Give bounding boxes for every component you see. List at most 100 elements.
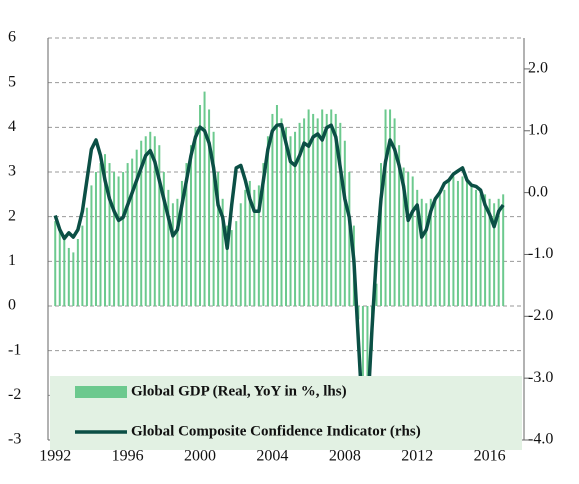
y-tick-label: 3	[8, 163, 16, 180]
bar	[343, 140, 346, 306]
y-tick-label: -3	[8, 431, 21, 448]
bar	[479, 194, 482, 306]
bar	[307, 109, 310, 306]
y-tick-label: 1	[8, 252, 16, 269]
bar	[294, 131, 297, 306]
bar	[402, 167, 405, 306]
bar	[253, 189, 256, 306]
bar	[389, 109, 392, 306]
x-tick-label: 1996	[112, 448, 144, 465]
bar	[244, 189, 247, 306]
y-tick-label: -1	[8, 341, 21, 358]
bar	[425, 203, 428, 306]
bar	[398, 145, 401, 306]
bar	[465, 180, 468, 306]
bar	[416, 189, 419, 306]
bar	[452, 176, 455, 306]
bar	[407, 172, 410, 306]
bar	[113, 172, 116, 306]
bar	[99, 163, 102, 306]
bar	[384, 109, 387, 306]
bar	[167, 189, 170, 306]
bar	[239, 203, 242, 306]
y2-tick-label: -2.0	[528, 307, 553, 324]
bar	[162, 172, 165, 306]
bar	[208, 109, 211, 306]
bar	[493, 203, 496, 306]
bar	[447, 180, 450, 306]
bar	[461, 176, 464, 306]
bar	[67, 247, 70, 306]
x-tick-label: 2000	[184, 448, 216, 465]
bar	[298, 122, 301, 306]
bar	[380, 163, 383, 306]
bar	[334, 113, 337, 306]
bar	[484, 194, 487, 306]
bar	[316, 118, 319, 307]
bar	[54, 221, 57, 306]
legend	[50, 376, 522, 450]
bar	[94, 172, 97, 306]
y-tick-label: 4	[8, 118, 16, 135]
y-tick-label: 2	[8, 207, 16, 224]
bar	[361, 306, 364, 391]
bar	[158, 145, 161, 306]
bar	[104, 154, 107, 306]
bar	[475, 189, 478, 306]
x-tick-label: 2016	[474, 448, 506, 465]
bar	[339, 122, 342, 306]
y2-tick-label: -1.0	[528, 245, 553, 262]
bar	[76, 239, 79, 306]
bar	[470, 185, 473, 306]
y2-tick-label: 2.0	[528, 60, 548, 77]
bar	[189, 145, 192, 306]
bar	[285, 127, 287, 306]
bar	[325, 113, 328, 306]
bar	[330, 109, 333, 306]
bar	[135, 149, 138, 306]
bar	[488, 198, 491, 306]
bar	[312, 113, 315, 306]
bar	[81, 225, 84, 306]
bar	[221, 198, 224, 306]
bar	[375, 283, 378, 306]
line	[53, 122, 505, 424]
legend-label: Global GDP (Real, YoY in %, lhs)	[131, 383, 347, 399]
bar	[117, 176, 120, 306]
bar	[271, 113, 274, 306]
bar	[321, 109, 324, 306]
bar	[411, 176, 414, 306]
bar	[443, 189, 446, 306]
x-tick-label: 2004	[256, 448, 288, 465]
bar	[429, 198, 432, 306]
x-tick-label: 1992	[39, 448, 71, 465]
bar	[171, 203, 174, 306]
y2-tick-label: -3.0	[528, 369, 553, 386]
y-tick-label: 0	[8, 297, 16, 314]
bar	[153, 136, 156, 306]
x-tick-label: 2008	[329, 448, 361, 465]
x-tick-label: 2012	[401, 448, 433, 465]
bar	[248, 180, 251, 306]
bar	[199, 105, 202, 306]
bar	[122, 172, 125, 306]
bar	[226, 225, 229, 306]
y2-tick-label: 1.0	[528, 121, 548, 138]
bar	[90, 185, 93, 306]
bar	[126, 163, 129, 306]
bar	[72, 252, 75, 306]
bar	[140, 140, 143, 306]
y2-tick-label: 0.0	[528, 183, 548, 200]
bar	[393, 118, 396, 307]
bar	[366, 306, 369, 387]
legend-label: Global Composite Confidence Indicator (r…	[131, 423, 421, 439]
bar	[303, 118, 306, 307]
bar	[438, 194, 441, 306]
bar	[63, 239, 66, 306]
y2-tick-label: -4.0	[528, 431, 553, 448]
legend-swatch	[75, 386, 127, 398]
bar	[176, 198, 179, 306]
bar	[149, 131, 152, 306]
bar	[434, 198, 437, 306]
bar	[420, 198, 423, 306]
